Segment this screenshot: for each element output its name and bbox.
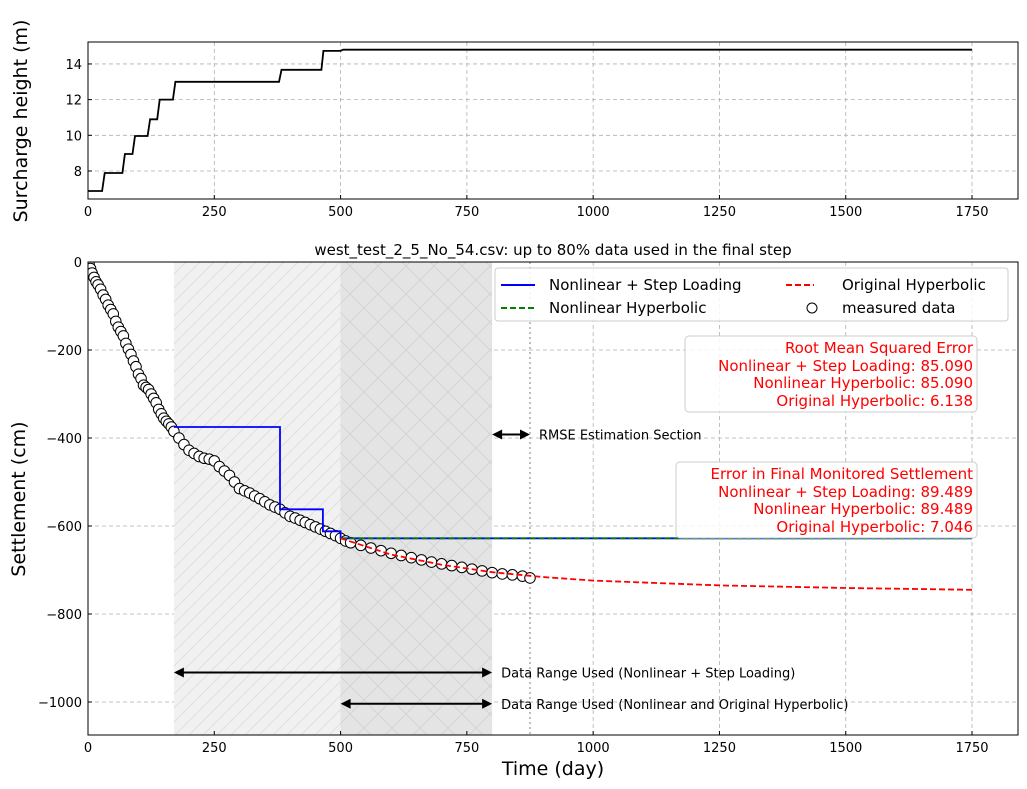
bottom-ytick-label: −200	[46, 344, 82, 359]
measured-data-point	[405, 551, 418, 564]
bottom-xtick-label: 0	[84, 741, 92, 756]
legend-swatch-measured	[806, 302, 818, 314]
annotation-label: Data Range Used (Nonlinear + Step Loadin…	[501, 667, 795, 682]
rmse-line: Original Hyperbolic: 6.138	[776, 392, 973, 410]
top-xtick-label: 1500	[829, 205, 862, 220]
top-plot-area	[88, 42, 1018, 199]
rmse-section-arrow: RMSE Estimation Section	[492, 428, 702, 443]
nonlinear-step-loading-line	[173, 426, 972, 540]
top-ytick-label: 10	[65, 129, 82, 144]
top-data-layer	[88, 48, 972, 192]
bottom-frame	[87, 261, 1019, 736]
arrow-head-left	[492, 429, 503, 440]
annotation-label: Data Range Used (Nonlinear and Original …	[501, 698, 848, 713]
top-xtick-label: 500	[328, 205, 353, 220]
arrow-head-left	[173, 667, 184, 678]
surcharge-axes: 0 250 500 750 1000 1250 1500 1750 8 10 12 14	[65, 41, 1019, 220]
bottom-xtick-label: 1000	[577, 741, 610, 756]
bottom-xtick-label: 500	[328, 741, 353, 756]
legend-label: Nonlinear Hyperbolic	[549, 299, 706, 317]
bottom-xtick-label: 1250	[703, 741, 736, 756]
top-ytick-label: 14	[65, 58, 82, 73]
bottom-xtick-label: 750	[454, 741, 479, 756]
final-error-line: Original Hyperbolic: 7.046	[776, 518, 973, 536]
top-ylabel: Surcharge height (m)	[10, 20, 32, 223]
arrow-head-right	[482, 698, 493, 709]
top-xtick-label: 1250	[703, 205, 736, 220]
top-xtick-label: 250	[202, 205, 227, 220]
final-error-box: Error in Final Monitored Settlement Nonl…	[675, 461, 978, 539]
arrow-head-right	[482, 667, 493, 678]
bottom-xlabel: Time (day)	[501, 758, 604, 780]
bottom-ytick-label: −600	[46, 520, 82, 535]
rmse-line: Nonlinear + Step Loading: 85.090	[718, 357, 973, 375]
legend-label: Original Hyperbolic	[842, 276, 986, 294]
top-frame	[87, 41, 1019, 200]
bottom-ytick-label: 0	[74, 256, 82, 271]
bottom-ytick-label: −800	[46, 608, 82, 623]
top-ytick-label: 8	[74, 165, 82, 180]
legend-label: Nonlinear + Step Loading	[549, 276, 742, 294]
bottom-xtick-label: 1500	[829, 741, 862, 756]
bottom-xtick-label: 1750	[955, 741, 988, 756]
rmse-line: Root Mean Squared Error	[785, 339, 974, 357]
arrow-head-right	[520, 429, 531, 440]
bottom-ylabel: Settlement (cm)	[8, 421, 30, 576]
arrow-head-left	[340, 698, 351, 709]
bottom-ytick-label: −1000	[38, 696, 82, 711]
bottom-data-layer	[88, 262, 973, 735]
final-error-line: Error in Final Monitored Settlement	[711, 465, 974, 483]
legend: Nonlinear + Step Loading Nonlinear Hyper…	[494, 267, 1009, 322]
hyperbolic-range-arrow: Data Range Used (Nonlinear and Original …	[340, 698, 849, 713]
top-grid	[87, 42, 1018, 199]
annotation-label: RMSE Estimation Section	[539, 428, 702, 443]
shaded-region-hyperbolic-hatch	[340, 262, 493, 735]
step-loading-range-arrow: Data Range Used (Nonlinear + Step Loadin…	[173, 667, 795, 682]
final-error-line: Nonlinear Hyperbolic: 89.489	[753, 500, 973, 518]
top-xtick-label: 750	[454, 205, 479, 220]
top-ytick-label: 12	[65, 94, 82, 109]
surcharge-line	[88, 48, 972, 192]
top-xtick-label: 1750	[955, 205, 988, 220]
chart-title: west_test_2_5_No_54.csv: up to 80% data …	[314, 241, 791, 260]
top-xtick-label: 1000	[577, 205, 610, 220]
legend-label: measured data	[842, 299, 956, 317]
bottom-xtick-label: 250	[202, 741, 227, 756]
measured-data-point	[524, 572, 536, 584]
rmse-box: Root Mean Squared Error Nonlinear + Step…	[684, 335, 978, 413]
rmse-line: Nonlinear Hyperbolic: 85.090	[753, 374, 973, 392]
top-xtick-label: 0	[84, 205, 92, 220]
bottom-ytick-label: −400	[46, 432, 82, 447]
final-error-line: Nonlinear + Step Loading: 89.489	[718, 483, 973, 501]
